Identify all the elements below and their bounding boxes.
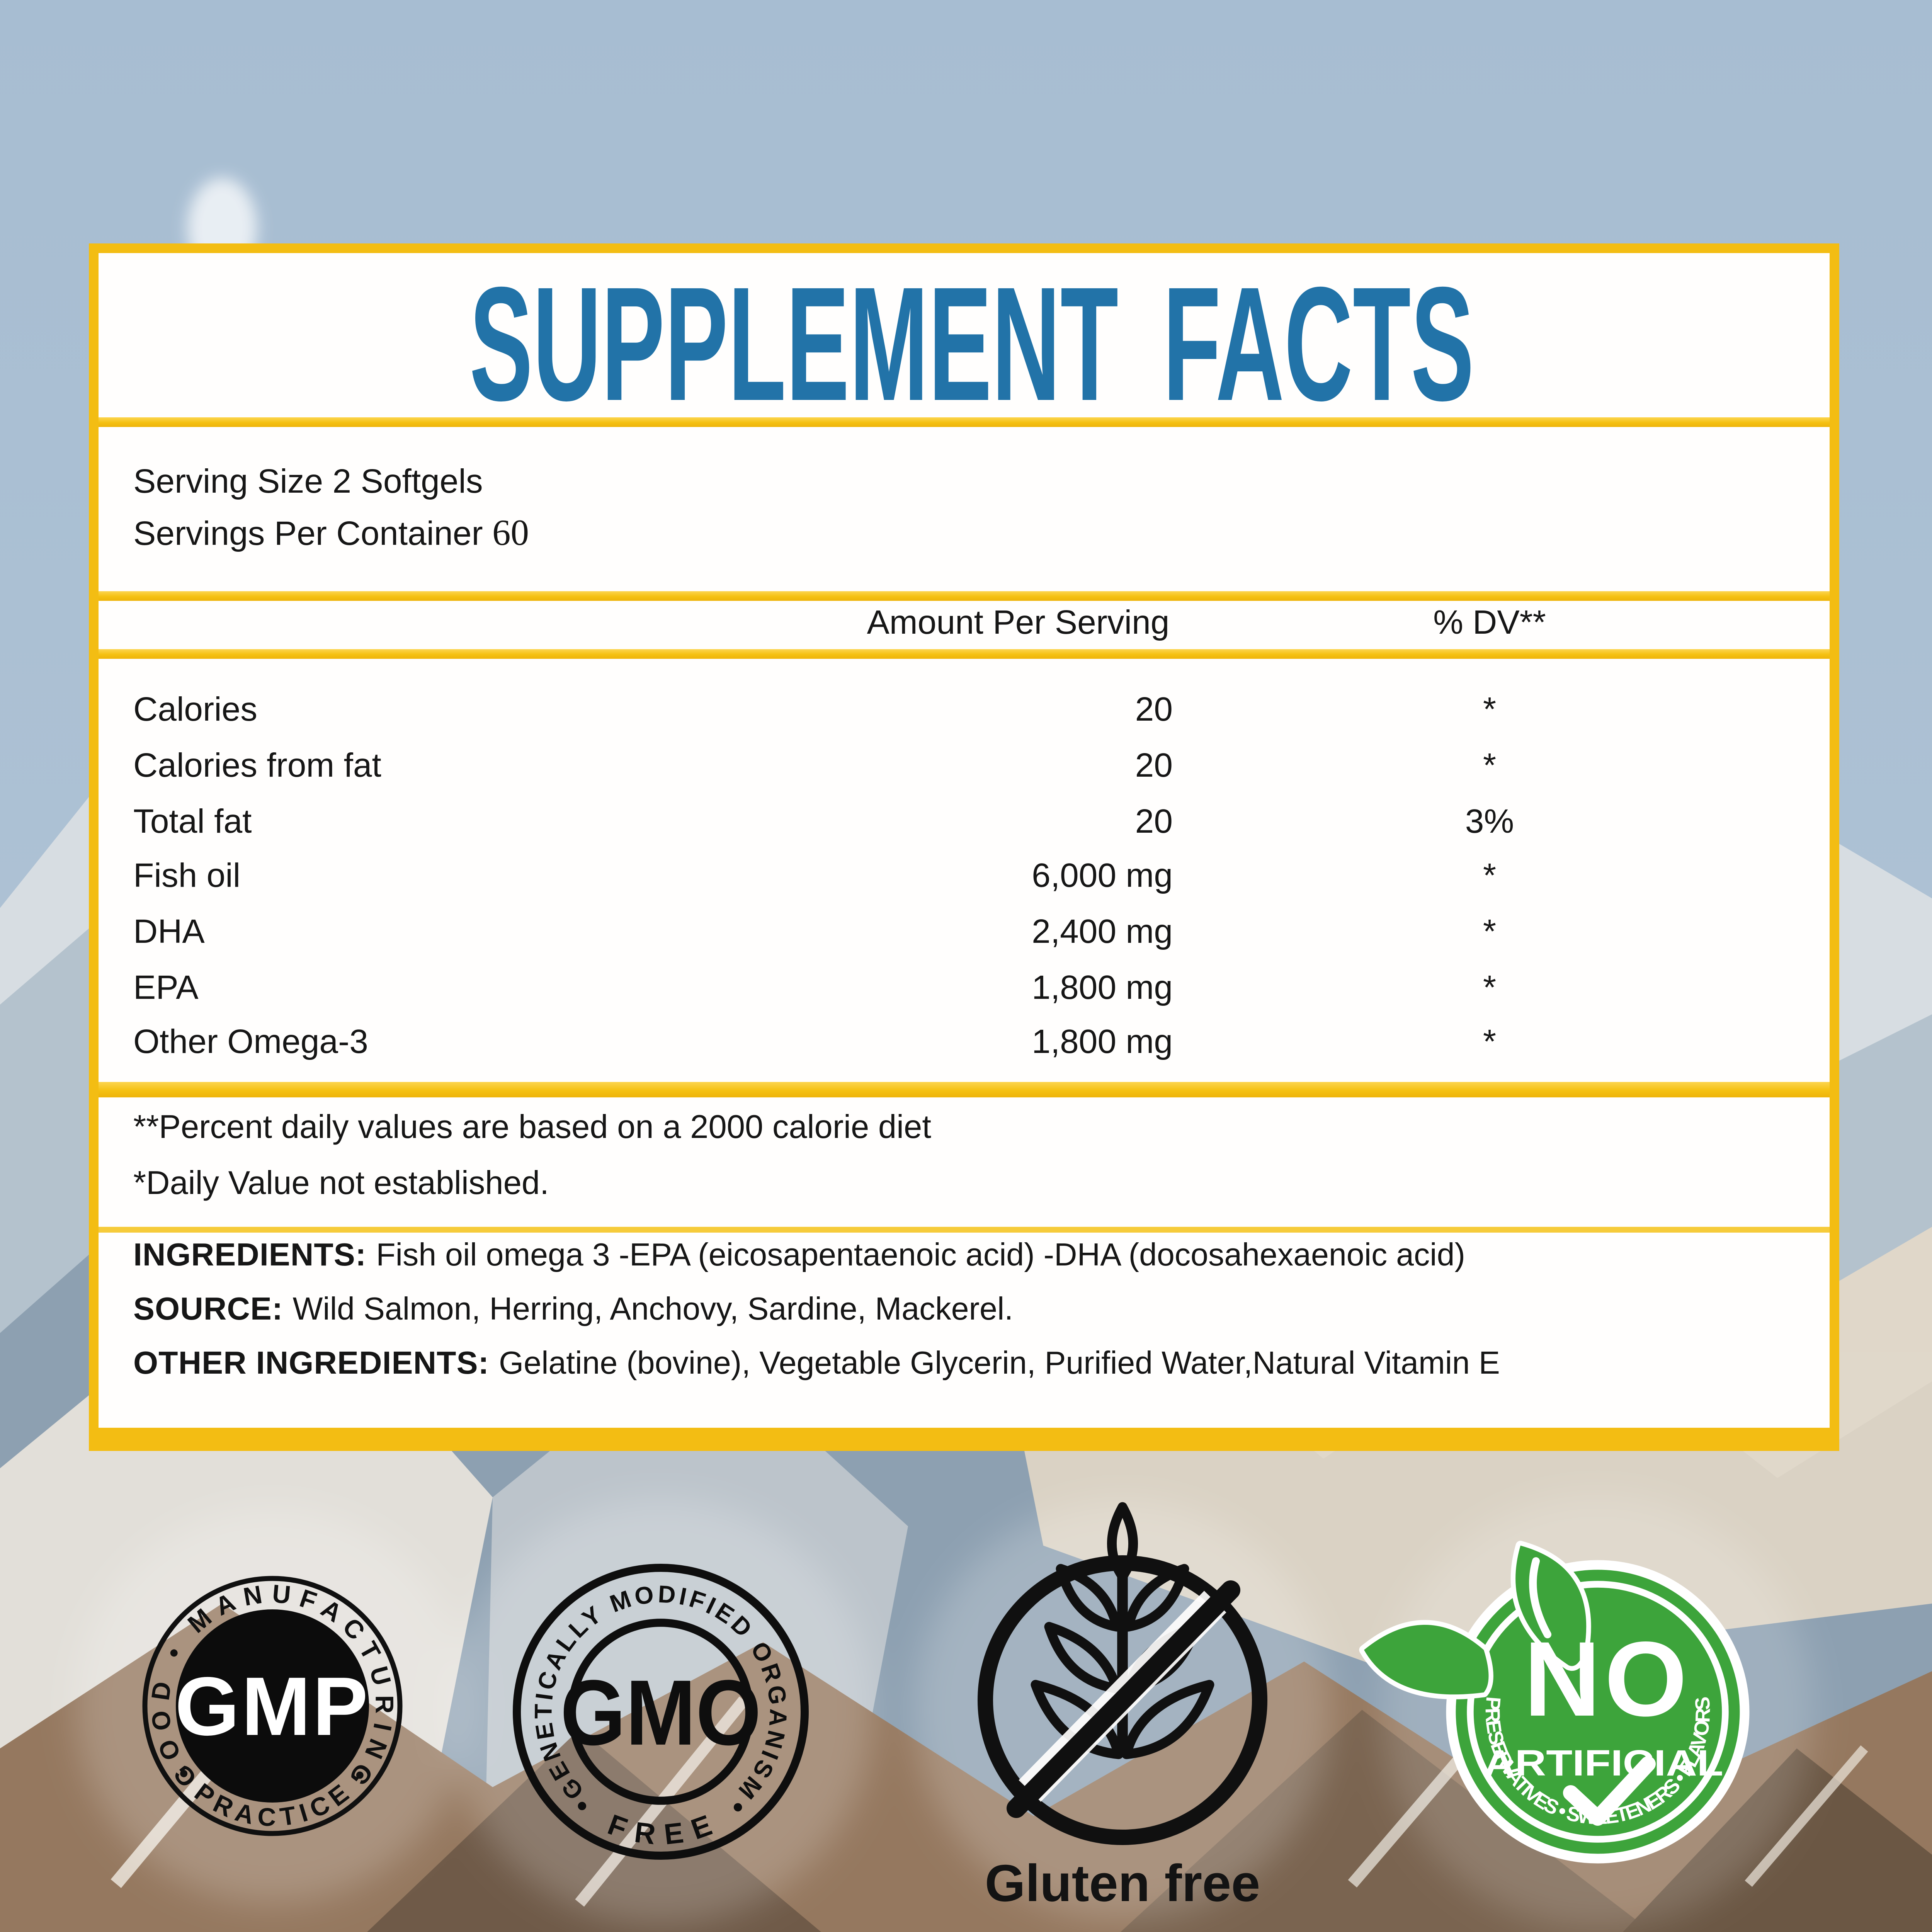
row-dv: * — [1483, 746, 1497, 784]
serving-size-line: Serving Size 2 Softgels — [133, 462, 483, 500]
no-word: NO — [1524, 1620, 1691, 1738]
page-title: SUPPLEMENT FACTS — [469, 253, 1474, 431]
gluten-free-badge-icon: Gluten free — [978, 1502, 1267, 1912]
servings-label: Servings Per Container — [133, 514, 483, 553]
row-name: DHA — [133, 912, 205, 951]
row-amount: 1,800 mg — [1032, 968, 1173, 1007]
table-row: Other Omega-3 1,800 mg * — [99, 1020, 1830, 1066]
no-artificial-circle — [1446, 1560, 1750, 1864]
row-dv: 3% — [1465, 802, 1514, 840]
row-amount: 6,000 mg — [1032, 856, 1173, 895]
gmp-abbr: GMP — [175, 1660, 370, 1753]
other-ingredients-text: Gelatine (bovine), Vegetable Glycerin, P… — [499, 1347, 1500, 1381]
gmo-abbr: GMO — [560, 1661, 761, 1764]
source-text: Wild Salmon, Herring, Anchovy, Sardine, … — [293, 1293, 1014, 1327]
row-name: EPA — [133, 968, 199, 1007]
row-amount: 1,800 mg — [1032, 1022, 1173, 1061]
divider-title — [99, 417, 1830, 427]
gmp-badge-icon: GMP GOOD • MANUFACTURING • PRACTICE • — [142, 1576, 403, 1836]
gluten-free-label: Gluten free — [985, 1854, 1260, 1912]
ingredients-line: INGREDIENTS: Fish oil omega 3 -EPA (eicos… — [133, 1236, 1822, 1277]
table-row: EPA 1,800 mg * — [99, 966, 1830, 1012]
gmp-inner-circle — [176, 1609, 369, 1803]
row-amount: 2,400 mg — [1032, 912, 1173, 951]
other-ingredients-line: OTHER INGREDIENTS: Gelatine (bovine), Veg… — [133, 1345, 1822, 1385]
daily-value-note: *Daily Value not established. — [133, 1165, 549, 1202]
source-label: SOURCE: — [133, 1293, 283, 1327]
gmo-inner-arc-top — [568, 1619, 754, 1759]
percent-daily-value-note: **Percent daily values are based on a 20… — [133, 1109, 931, 1146]
row-dv: * — [1483, 968, 1497, 1007]
row-dv: * — [1483, 1022, 1497, 1061]
panel-title: SUPPLEMENT FACTS — [469, 253, 1474, 431]
servings-value: 60 — [492, 514, 529, 554]
row-name: Other Omega-3 — [133, 1022, 368, 1061]
ingredients-label: INGREDIENTS: — [133, 1238, 367, 1273]
servings-per-container-line: Servings Per Container 60 — [133, 512, 529, 556]
gmo-inner-arc-bottom — [570, 1729, 752, 1805]
row-name: Calories — [133, 690, 258, 728]
table-row: Calories from fat 20 * — [99, 744, 1830, 790]
divider-header-top — [99, 591, 1830, 601]
table-row: Total fat 20 3% — [99, 800, 1830, 846]
leaf-icon — [1359, 1541, 1591, 1699]
row-dv: * — [1483, 912, 1497, 951]
gmo-outer-ring — [513, 1564, 809, 1860]
check-icon — [1563, 1756, 1656, 1826]
row-dv: * — [1483, 690, 1497, 728]
other-ingredients-label: OTHER INGREDIENTS: — [133, 1347, 490, 1381]
column-header-dv: % DV** — [1433, 603, 1546, 641]
row-amount: 20 — [1135, 690, 1173, 728]
row-name: Fish oil — [133, 856, 241, 895]
gmp-outer-ring — [142, 1576, 403, 1836]
row-name: Calories from fat — [133, 746, 381, 784]
table-row: DHA 2,400 mg * — [99, 910, 1830, 956]
row-amount: 20 — [1135, 746, 1173, 784]
ingredients-text: Fish oil omega 3 -EPA (eicosapentaenoic … — [376, 1238, 1466, 1273]
divider-table-bottom — [99, 1082, 1830, 1097]
divider-header-bottom — [99, 649, 1830, 659]
divider-notes — [99, 1227, 1830, 1232]
table-row: Fish oil 6,000 mg * — [99, 854, 1830, 900]
artificial-word: ARTIFICIAL — [1484, 1743, 1723, 1784]
column-header-amount: Amount Per Serving — [867, 603, 1170, 641]
table-row: Calories 20 * — [99, 688, 1830, 734]
row-name: Total fat — [133, 802, 252, 840]
gmo-free-badge-icon: GMO GENETICALLY MODIFIED ORGANISM • FREE… — [513, 1564, 809, 1860]
row-amount: 20 — [1135, 802, 1173, 840]
no-artificial-badge-icon: NO ARTIFICIAL PRESERVATIVES • SWEETENERS… — [1359, 1541, 1750, 1864]
source-line: SOURCE: Wild Salmon, Herring, Anchovy, Sa… — [133, 1291, 1822, 1331]
no-artificial-inner-ring — [1467, 1581, 1729, 1843]
supplement-facts-panel: SUPPLEMENT FACTS Serving Size 2 Softgels… — [89, 243, 1839, 1451]
row-dv: * — [1483, 856, 1497, 895]
slash-icon — [1007, 1580, 1240, 1818]
